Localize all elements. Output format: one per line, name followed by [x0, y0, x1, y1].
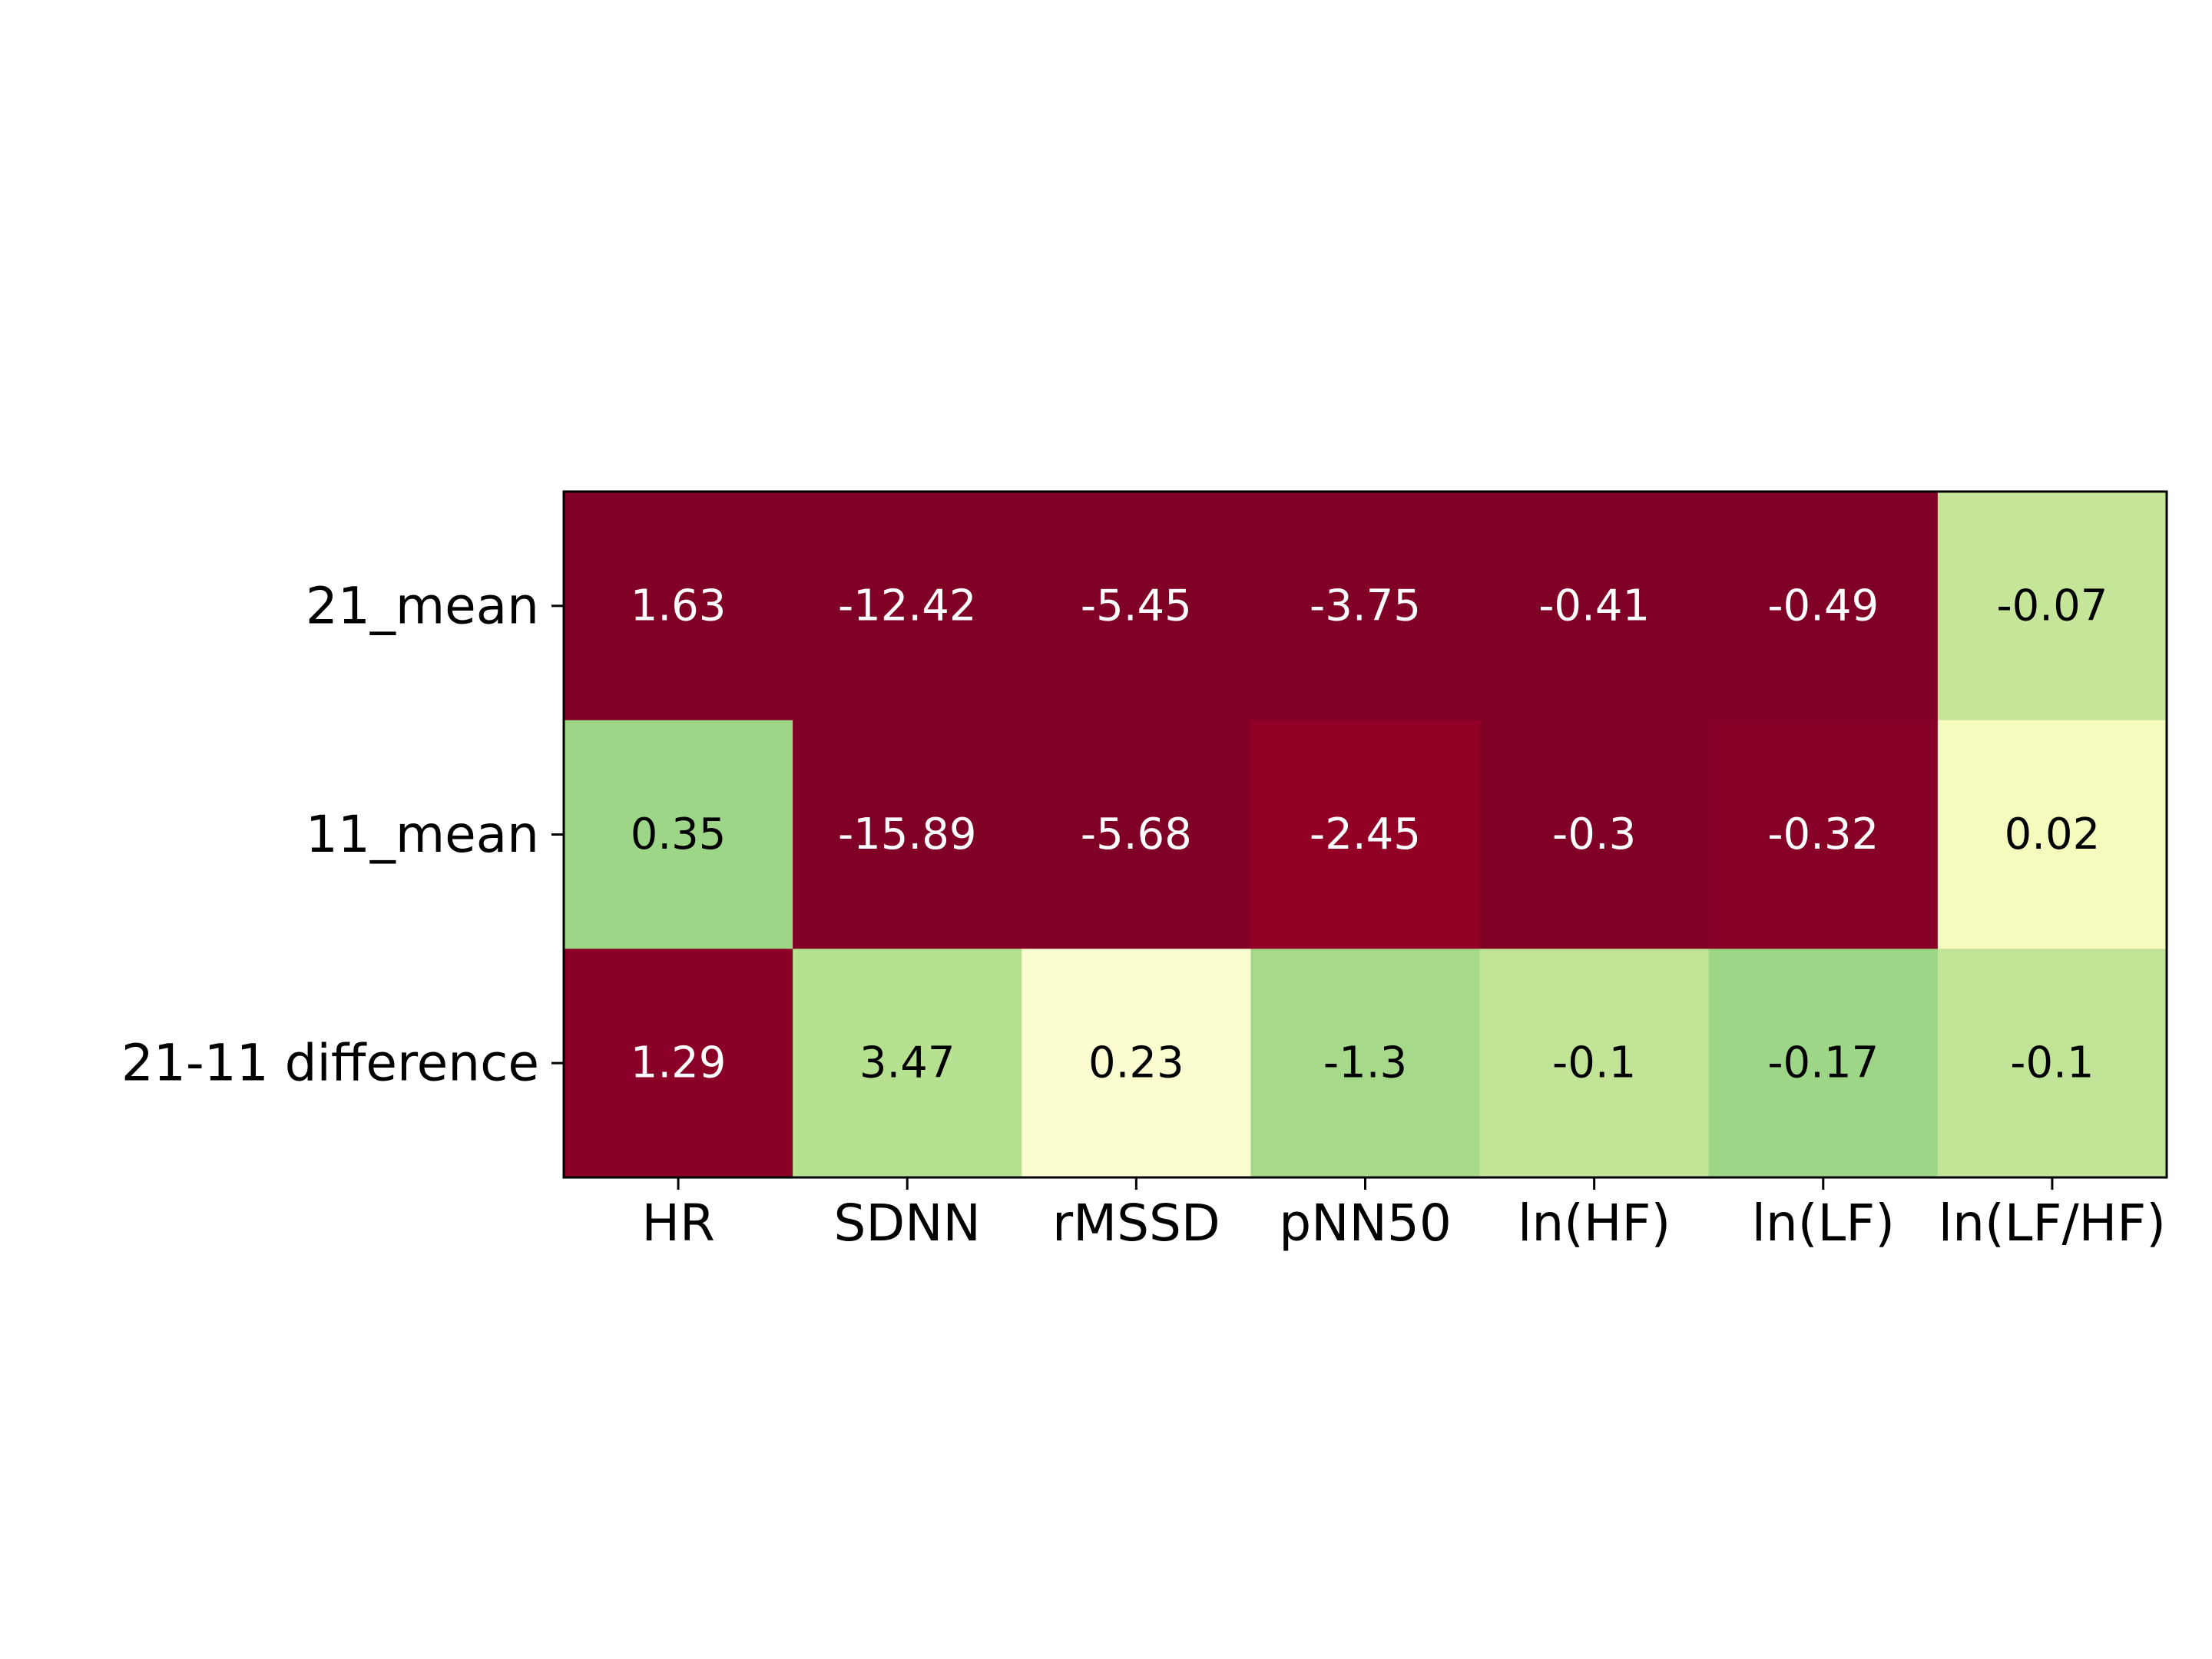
cell-value-label: 3.47 [859, 1038, 955, 1088]
heatmap-cell-11-mean-pnn50 [1250, 720, 1481, 949]
cell-value-label: -0.17 [1767, 1038, 1879, 1088]
cell-value-label: 0.35 [631, 810, 727, 859]
cell-value-label: 1.63 [631, 581, 727, 631]
x-tick-label-rmssd: rMSSD [1052, 1194, 1220, 1253]
heatmap-cell-21-11-difference-sdnn [793, 949, 1022, 1178]
cell-value-label: -1.3 [1323, 1038, 1407, 1088]
heatmap-cell-11-mean-hr [564, 720, 793, 949]
heatmap-cell-labels: 1.63 -12.42 -5.45 -3.75 -0.41 -0.49 -0.07 0.35 -… [631, 581, 2108, 1088]
heatmap-cell-21-11-difference-ln-hf [1479, 949, 1710, 1178]
y-axis: 21_mean 11_mean 21-11 difference [121, 576, 564, 1093]
cell-value-label: -15.89 [838, 810, 977, 859]
heatmap-cell-21-mean-pnn50 [1250, 492, 1481, 721]
cell-value-label: -2.45 [1310, 810, 1421, 859]
heatmap-cell-11-mean-ln-lf-hf [1937, 720, 2167, 949]
cell-value-label: -12.42 [838, 581, 977, 631]
x-tick-label-sdnn: SDNN [833, 1194, 980, 1253]
heatmap-cell-21-mean-hr [564, 492, 793, 721]
cell-value-label: -5.68 [1081, 810, 1192, 859]
cell-value-label: -0.1 [1552, 1038, 1636, 1088]
cell-value-label: -0.32 [1767, 810, 1879, 859]
x-tick-label-pnn50: pNN50 [1279, 1194, 1452, 1253]
heatmap-cell-21-mean-sdnn [793, 492, 1022, 721]
cell-value-label: -5.45 [1081, 581, 1192, 631]
x-tick-label-ln-lf-hf: ln(LF/HF) [1939, 1194, 2166, 1253]
heatmap-cell-21-11-difference-hr [564, 949, 793, 1178]
heatmap-cell-11-mean-ln-hf [1479, 720, 1710, 949]
x-tick-label-ln-lf: ln(LF) [1752, 1194, 1895, 1253]
y-tick-label-21-mean: 21_mean [306, 576, 539, 635]
heatmap-cell-21-11-difference-pnn50 [1250, 949, 1481, 1178]
heatmap-cell-21-mean-ln-hf [1479, 492, 1710, 721]
heatmap-cell-11-mean-sdnn [793, 720, 1022, 949]
cell-value-label: -3.75 [1310, 581, 1421, 631]
heatmap-cell-21-mean-ln-lf [1708, 492, 1939, 721]
x-axis: HR SDNN rMSSD pNN50 ln(HF) ln(LF) ln(LF/HF) [641, 1177, 2166, 1253]
cell-value-label: 1.29 [631, 1038, 727, 1088]
heatmap-cell-21-11-difference-ln-lf-hf [1937, 949, 2167, 1178]
heatmap-cell-21-11-difference-rmssd [1022, 949, 1252, 1178]
heatmap-cell-21-11-difference-ln-lf [1708, 949, 1939, 1178]
cell-value-label: -0.41 [1538, 581, 1650, 631]
heatmap-cell-11-mean-rmssd [1022, 720, 1252, 949]
y-tick-label-11-mean: 11_mean [306, 805, 539, 864]
heatmap-cell-21-mean-ln-lf-hf [1937, 492, 2167, 721]
cell-value-label: -0.07 [1996, 581, 2108, 631]
cell-value-label: -0.3 [1552, 810, 1636, 859]
cell-value-label: -0.49 [1767, 581, 1879, 631]
cell-value-label: 0.23 [1088, 1038, 1184, 1088]
y-tick-label-21-11-difference: 21-11 difference [121, 1034, 539, 1093]
heatmap-cells [564, 492, 2167, 1178]
x-tick-label-hr: HR [641, 1194, 715, 1253]
heatmap-cell-11-mean-ln-lf [1708, 720, 1939, 949]
cell-value-label: 0.02 [2005, 810, 2101, 859]
heatmap-cell-21-mean-rmssd [1022, 492, 1252, 721]
cell-value-label: -0.1 [2010, 1038, 2094, 1088]
x-tick-label-ln-hf: ln(HF) [1518, 1194, 1671, 1253]
